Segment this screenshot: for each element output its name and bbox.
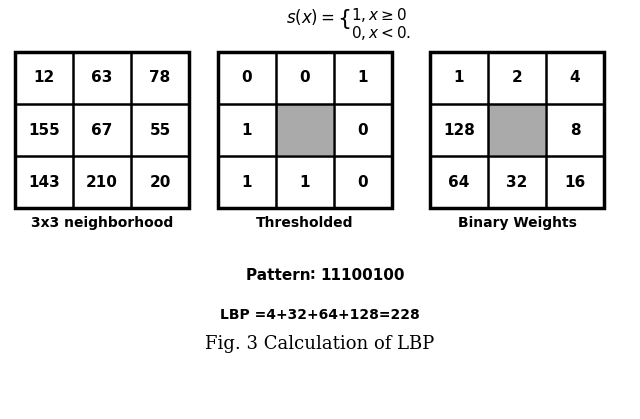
Bar [15,52,189,208]
Text: 78: 78 [149,70,171,85]
Text: 20: 20 [149,174,171,189]
Text: 1: 1 [358,70,368,85]
Text: 143: 143 [28,174,60,189]
Bar [218,52,392,208]
Text: Fig. 3 Calculation of LBP: Fig. 3 Calculation of LBP [205,335,435,353]
Text: 16: 16 [564,174,586,189]
Text: Binary Weights: Binary Weights [458,216,577,230]
Text: 1: 1 [300,174,310,189]
Text: 3x3 neighborhood: 3x3 neighborhood [31,216,173,230]
Text: 155: 155 [28,122,60,137]
Text: $\{$: $\{$ [337,7,350,31]
Text: 0: 0 [358,174,368,189]
Bar [218,52,392,208]
Text: LBP =4+32+64+128=228: LBP =4+32+64+128=228 [220,308,420,322]
Text: 8: 8 [570,122,580,137]
Text: 32: 32 [506,174,528,189]
Text: Thresholded: Thresholded [256,216,354,230]
Text: 1: 1 [242,122,252,137]
Text: 1: 1 [454,70,464,85]
Text: $s(x) =$: $s(x) =$ [286,7,335,27]
Text: $1, x \geq 0$: $1, x \geq 0$ [351,6,407,24]
Text: 55: 55 [149,122,171,137]
Text: 11100100: 11100100 [320,268,404,283]
Text: 0: 0 [300,70,310,85]
Text: 64: 64 [448,174,470,189]
Bar [15,52,189,208]
Text: 128: 128 [443,122,475,137]
Text: 67: 67 [92,122,113,137]
Text: $0, x < 0.$: $0, x < 0.$ [351,24,412,42]
Text: 63: 63 [92,70,113,85]
Bar [277,105,333,155]
Text: 4: 4 [570,70,580,85]
Bar [430,52,604,208]
Text: 2: 2 [511,70,522,85]
Text: Pattern∶: Pattern∶ [246,268,320,283]
Text: 0: 0 [242,70,252,85]
Text: 0: 0 [358,122,368,137]
Text: 12: 12 [33,70,54,85]
Bar [430,52,604,208]
Text: 1: 1 [242,174,252,189]
Text: 210: 210 [86,174,118,189]
Bar [489,105,545,155]
